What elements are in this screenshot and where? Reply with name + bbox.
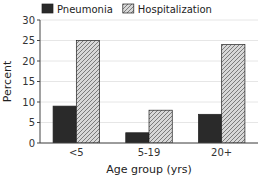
y-tick-label: 10	[22, 97, 35, 108]
y-tick-label: 0	[29, 138, 35, 149]
grid-line	[40, 143, 258, 144]
grid-line	[40, 20, 258, 21]
x-tick-label: 20+	[211, 147, 232, 158]
legend-swatch	[123, 4, 134, 13]
y-axis-label: Percent	[1, 60, 14, 102]
y-tick-label: 5	[29, 117, 35, 128]
y-tick-label: 25	[22, 35, 35, 46]
chart: 0 5 10 15 20 25 30 <5 5-19 20+ Age group (yrs) Perc…	[0, 0, 266, 177]
y-tick-label: 30	[22, 15, 35, 26]
x-axis	[40, 143, 258, 144]
x-tick-label: <5	[69, 147, 84, 158]
x-tick-label: 5-19	[138, 147, 161, 158]
bar	[76, 41, 99, 144]
y-tick-label: 20	[22, 56, 35, 67]
legend: Pneumonia Hospitalization	[42, 4, 212, 15]
grid-line	[40, 40, 258, 41]
bar	[198, 114, 221, 143]
bar	[149, 110, 172, 143]
legend-swatch	[42, 4, 53, 13]
legend-label: Hospitalization	[138, 4, 212, 15]
y-tick-label: 15	[22, 76, 35, 87]
bar	[126, 133, 149, 143]
bars	[53, 41, 245, 144]
legend-label: Pneumonia	[57, 4, 113, 15]
y-axis	[40, 20, 41, 143]
x-axis-label: Age group (yrs)	[106, 163, 192, 176]
bar	[222, 45, 245, 143]
bar	[53, 106, 76, 143]
